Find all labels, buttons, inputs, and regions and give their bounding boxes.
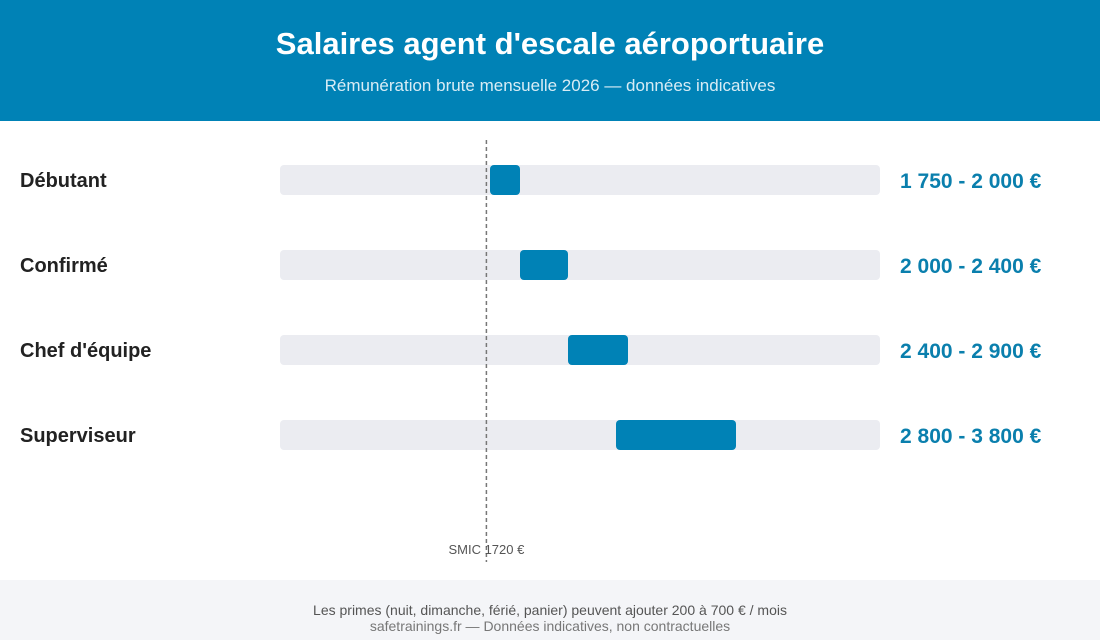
chart-svg: Débutant 1 750 - 2 000 € Confirmé 2 000 - 2… [20,140,1042,562]
value-label: 2 000 - 2 400 € [900,255,1042,278]
bar-track [280,420,880,450]
salary-range-bar [520,250,568,280]
salary-range-bar [616,420,736,450]
value-label: 1 750 - 2 000 € [900,170,1042,193]
footer: Les primes (nuit, dimanche, férié, panie… [0,580,1100,640]
category-label: Superviseur [20,425,136,447]
chart-title: Salaires agent d'escale aéroportuaire [275,26,825,61]
value-label: 2 400 - 2 900 € [900,340,1042,363]
salary-range-bar [568,335,628,365]
footer-source: safetrainings.fr — Données indicatives, … [369,618,731,634]
category-label: Chef d'équipe [20,340,151,362]
category-label: Débutant [20,170,107,192]
footer-note: Les primes (nuit, dimanche, férié, panie… [313,602,787,618]
category-label: Confirmé [20,255,108,277]
bar-track [280,165,880,195]
bar-track [280,250,880,280]
value-label: 2 800 - 3 800 € [900,425,1042,448]
chart-subtitle: Rémunération brute mensuelle 2026 — donn… [324,76,776,95]
salary-range-chart: Débutant 1 750 - 2 000 € Confirmé 2 000 - 2… [0,121,1100,580]
header-banner: Salaires agent d'escale aéroportuaire Ré… [0,0,1100,121]
salary-range-bar [490,165,520,195]
smic-reference-label: SMIC 1720 € [448,542,525,557]
